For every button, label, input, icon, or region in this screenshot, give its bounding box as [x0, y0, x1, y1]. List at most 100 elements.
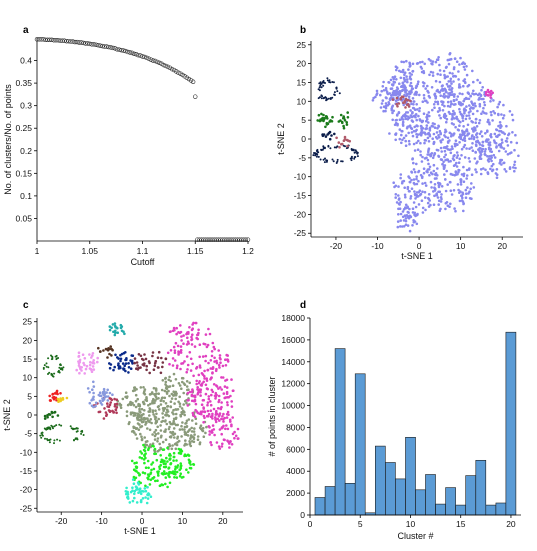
data-point	[515, 141, 519, 145]
data-point	[211, 431, 214, 434]
data-point	[456, 154, 460, 157]
data-point	[402, 225, 406, 228]
data-point	[121, 397, 125, 401]
data-point	[84, 367, 88, 371]
data-point	[183, 413, 186, 417]
data-point	[60, 38, 65, 43]
data-point	[474, 150, 477, 154]
data-point	[425, 115, 429, 118]
data-point	[127, 371, 130, 374]
data-point	[462, 202, 465, 206]
data-point	[417, 139, 420, 143]
y-tick-label: 12000	[281, 379, 305, 389]
data-point	[411, 134, 415, 138]
data-point	[411, 111, 414, 114]
histogram-bar	[374, 445, 386, 516]
data-point	[413, 211, 417, 215]
data-point	[452, 80, 455, 83]
data-point	[209, 409, 213, 413]
data-point	[487, 147, 491, 151]
data-point	[463, 68, 467, 71]
data-point	[220, 432, 223, 436]
data-point	[166, 460, 169, 463]
data-point	[443, 112, 447, 116]
data-point	[462, 172, 466, 176]
data-point	[230, 378, 233, 381]
data-point	[113, 365, 116, 369]
data-point	[470, 197, 473, 200]
data-point	[92, 405, 95, 409]
data-point	[421, 206, 425, 210]
data-point	[146, 459, 150, 463]
data-point	[462, 61, 465, 64]
data-point	[449, 180, 452, 184]
data-point	[205, 237, 211, 242]
data-point	[142, 443, 145, 447]
data-point	[188, 390, 192, 394]
data-point	[435, 89, 439, 93]
data-point	[434, 194, 438, 197]
data-point	[165, 422, 169, 426]
data-point	[180, 362, 183, 365]
data-point	[342, 126, 346, 130]
data-point	[152, 386, 156, 390]
data-point	[125, 486, 128, 490]
x-tick-label: 1.15	[187, 246, 204, 256]
data-point	[404, 106, 407, 109]
data-point	[461, 129, 464, 133]
data-point	[220, 445, 224, 448]
data-point	[476, 139, 480, 143]
data-point	[462, 125, 465, 128]
data-point	[398, 203, 401, 206]
data-point	[498, 143, 502, 146]
data-point	[337, 120, 341, 123]
data-point	[143, 453, 146, 457]
data-point	[471, 149, 475, 152]
data-point	[460, 154, 463, 157]
data-point	[468, 160, 472, 163]
data-point	[176, 423, 179, 427]
data-point	[161, 396, 164, 400]
data-point	[463, 97, 467, 101]
data-point	[494, 142, 498, 145]
data-point	[235, 237, 240, 242]
data-point	[226, 354, 229, 357]
data-point	[443, 134, 446, 137]
data-point	[426, 153, 430, 156]
data-point	[177, 350, 180, 353]
y-axis-label: t-SNE 2	[276, 123, 286, 155]
data-point	[129, 50, 135, 56]
data-point	[480, 135, 484, 138]
data-point	[415, 124, 418, 128]
data-point	[345, 147, 348, 150]
data-point	[142, 412, 145, 416]
data-point	[478, 81, 482, 84]
data-point	[190, 393, 194, 397]
data-point	[459, 103, 462, 107]
data-point	[204, 359, 207, 363]
data-point	[93, 42, 99, 47]
data-point	[48, 399, 52, 402]
data-point	[117, 357, 120, 360]
data-point	[127, 50, 133, 55]
data-point	[89, 360, 92, 364]
data-point	[88, 401, 92, 405]
data-point	[462, 84, 465, 88]
data-point	[434, 96, 438, 100]
data-point	[327, 131, 331, 135]
data-point	[412, 219, 415, 222]
data-point	[510, 113, 514, 117]
data-point	[128, 421, 131, 424]
data-point	[422, 97, 426, 100]
data-point	[237, 437, 240, 440]
data-point	[135, 466, 138, 470]
data-point	[117, 364, 120, 367]
data-point	[464, 117, 468, 121]
data-point	[438, 114, 441, 117]
data-point	[121, 48, 126, 53]
histogram-bar	[385, 462, 396, 516]
data-point	[140, 416, 143, 419]
data-point	[458, 92, 462, 95]
data-point	[329, 81, 332, 84]
data-point	[316, 119, 320, 122]
